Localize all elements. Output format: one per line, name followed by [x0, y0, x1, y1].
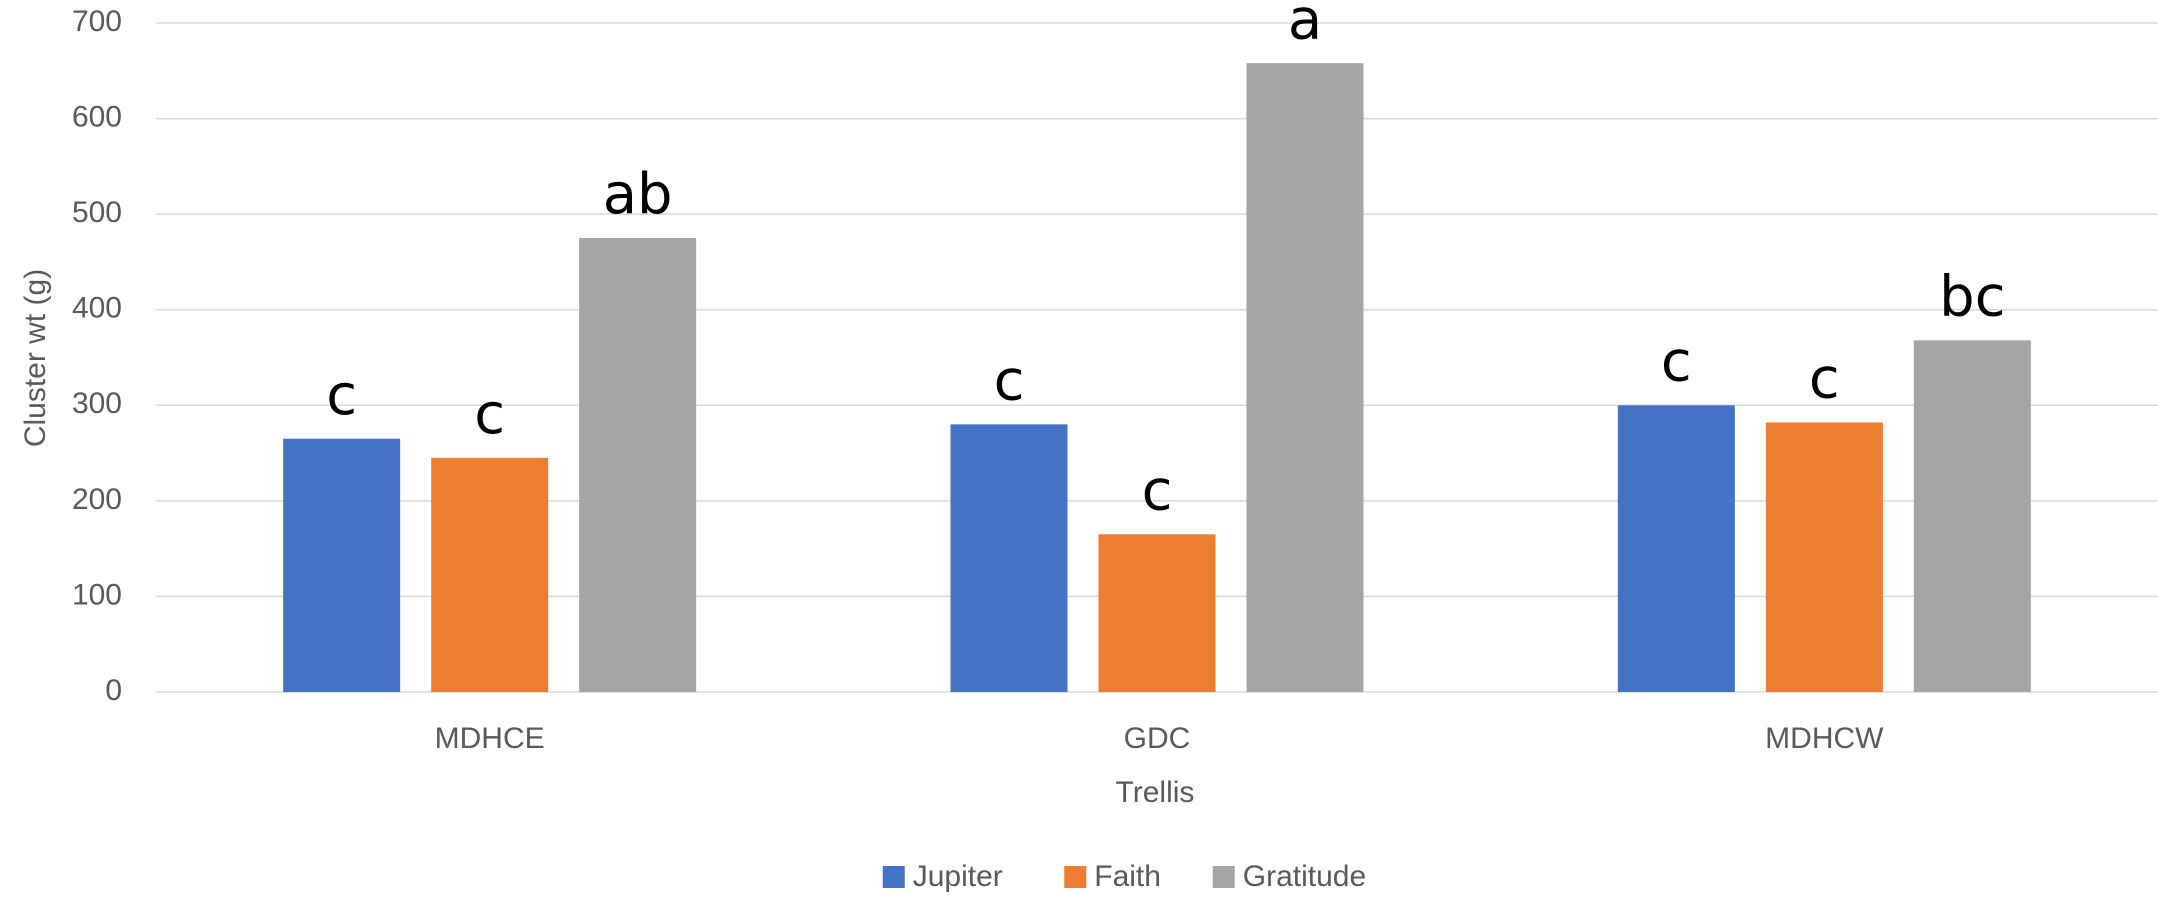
legend-swatch: [1064, 866, 1087, 888]
bar-annotation: c: [1809, 347, 1840, 412]
bar: [1098, 534, 1216, 692]
bar: [1765, 422, 1883, 692]
bar-annotation: c: [1661, 329, 1692, 394]
bar: [1617, 405, 1735, 692]
legend-label: Gratitude: [1243, 860, 1366, 893]
bar-annotation: bc: [1939, 264, 2005, 329]
y-tick-label: 600: [72, 100, 122, 133]
y-tick-label: 300: [72, 387, 122, 420]
bar: [950, 424, 1068, 692]
legend-label: Faith: [1094, 860, 1161, 893]
bar: [431, 457, 549, 692]
bar-annotation: c: [326, 363, 357, 428]
y-tick-label: 0: [105, 674, 122, 707]
x-tick-label: MDHCW: [1765, 722, 1884, 755]
legend-label: Jupiter: [913, 860, 1003, 893]
x-tick-label: GDC: [1124, 722, 1191, 755]
y-tick-label: 100: [72, 578, 122, 611]
bar-annotation: a: [1288, 0, 1322, 52]
legend-swatch: [882, 866, 905, 888]
bar-annotation: ab: [603, 162, 673, 227]
bar-annotation: c: [474, 382, 505, 447]
y-tick-label: 200: [72, 483, 122, 516]
bar: [579, 238, 697, 693]
y-tick-label: 700: [72, 5, 122, 38]
y-tick-label: 400: [72, 292, 122, 325]
bar: [1913, 340, 2031, 692]
y-tick-label: 500: [72, 196, 122, 229]
bar-annotation: c: [994, 349, 1025, 414]
y-axis-title: Cluster wt (g): [19, 269, 52, 447]
x-axis-title: Trellis: [1116, 776, 1195, 809]
bar-annotation: c: [1142, 458, 1173, 523]
legend-swatch: [1212, 866, 1235, 888]
bar: [283, 438, 401, 692]
bar: [1246, 63, 1364, 692]
x-tick-label: MDHCE: [435, 722, 545, 755]
